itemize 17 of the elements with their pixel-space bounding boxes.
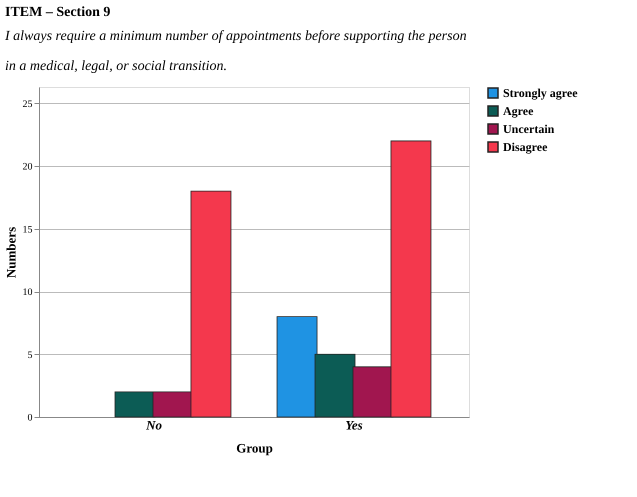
text: I always require a minimum number of appointments before supporting the person [5, 29, 467, 44]
y-axis-title: Numbers [4, 226, 18, 278]
y-tick-label: 10 [22, 287, 32, 298]
y-tick-label: 25 [22, 98, 32, 110]
legend-label: Uncertain [503, 122, 555, 136]
legend-label: Strongly agree [503, 86, 578, 100]
y-tick-label: 5 [28, 350, 32, 361]
y-tick-label: 15 [22, 224, 32, 236]
chart-title: ITEM – Section 9 [5, 5, 110, 20]
x-tick-label: No [145, 418, 162, 432]
x-axis-title: Group [236, 440, 273, 456]
legend-label: Disagree [503, 140, 548, 154]
y-tick-label: 0 [28, 412, 32, 424]
y-tick-label: 20 [22, 162, 32, 173]
text: in a medical, legal, or social transition. [5, 59, 228, 74]
legend-label: Agree [503, 104, 534, 118]
x-tick-label: Yes [345, 418, 363, 432]
